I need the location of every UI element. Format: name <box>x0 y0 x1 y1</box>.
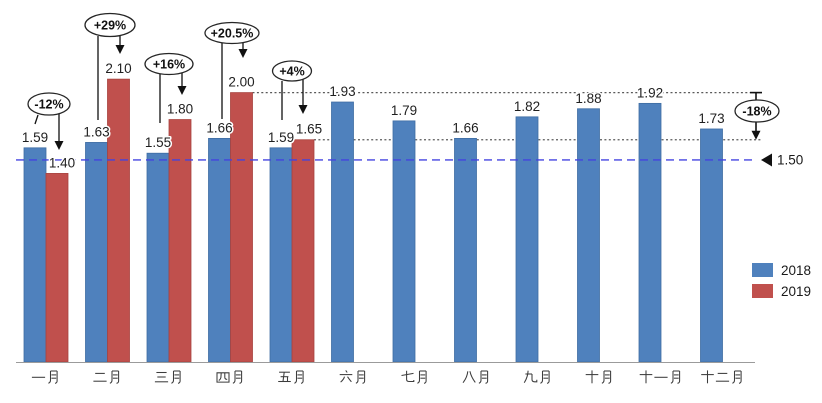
month-label-十一月 <box>639 370 681 384</box>
callout-arrowhead <box>115 45 125 54</box>
bar-2018-一月 <box>23 147 47 363</box>
bar-2018-三月 <box>146 152 170 363</box>
callout-+4%: +4% <box>271 60 313 120</box>
value-label-2018-二月: 1.63 <box>83 124 109 139</box>
callout-label: +4% <box>279 65 304 79</box>
drop-arrowhead <box>751 130 761 140</box>
bar-2018-二月 <box>85 142 108 363</box>
bar-2018-六月 <box>331 101 354 363</box>
callout--18%: -18% <box>734 91 780 140</box>
value-label-2018-十二月: 1.73 <box>698 111 724 126</box>
bar-2018-七月 <box>392 120 416 363</box>
callout-label: -18% <box>742 105 771 119</box>
value-label-2018-五月: 1.59 <box>268 130 294 145</box>
target-line-value-label: 1.50 <box>777 152 803 167</box>
legend-swatch-2019 <box>752 284 773 298</box>
bar-2019-五月 <box>291 139 315 363</box>
callout-arrowhead <box>177 86 187 95</box>
value-label-2018-十月: 1.88 <box>575 91 601 106</box>
legend-item-2019: 2019 <box>752 283 812 299</box>
value-label-2019-三月: 1.80 <box>167 102 193 117</box>
callout-+29%: +29% <box>84 12 136 120</box>
bar-2018-十二月 <box>700 128 723 363</box>
month-label-四月 <box>216 370 243 384</box>
month-label-一月 <box>31 370 58 384</box>
legend-label-2018: 2018 <box>781 262 812 278</box>
callout-+16%: +16% <box>144 52 194 123</box>
value-label-2018-一月: 1.59 <box>22 130 48 145</box>
value-label-2018-八月: 1.66 <box>452 120 478 135</box>
month-label-三月 <box>154 370 181 384</box>
month-label-六月 <box>339 370 366 384</box>
callout-label: +29% <box>94 19 126 33</box>
target-marker-triangle <box>761 153 772 167</box>
value-label-2019-四月: 2.00 <box>228 75 254 90</box>
callout-oval <box>734 99 780 123</box>
month-label-九月 <box>523 370 550 384</box>
callout-oval <box>144 52 194 76</box>
callout-oval <box>204 21 260 45</box>
value-label-2018-九月: 1.82 <box>514 99 540 114</box>
bar-2019-三月 <box>168 119 192 363</box>
legend: 2018 2019 <box>752 262 812 299</box>
callout-arrowhead <box>238 49 248 58</box>
value-label-2019-二月: 2.10 <box>105 61 131 76</box>
value-label-2018-四月: 1.66 <box>206 120 232 135</box>
callout-label: -12% <box>34 98 63 112</box>
value-label-2018-三月: 1.55 <box>145 135 171 150</box>
month-label-十月 <box>585 370 612 384</box>
bar-2018-四月 <box>208 137 231 363</box>
callout-oval <box>27 92 71 116</box>
month-label-八月 <box>462 370 489 384</box>
legend-item-2018: 2018 <box>752 262 812 278</box>
bar-2018-八月 <box>454 137 477 363</box>
callout-label: +20.5% <box>211 27 254 41</box>
callout-+20.5%: +20.5% <box>204 21 260 119</box>
month-label-五月 <box>278 370 304 384</box>
bar-2018-十一月 <box>638 102 662 363</box>
callout-label: +16% <box>153 58 185 72</box>
bar-2018-五月 <box>269 147 293 363</box>
value-label-2019-一月: 1.40 <box>49 155 75 170</box>
callout-arrowhead <box>54 141 64 150</box>
month-label-二月 <box>93 370 120 384</box>
bar-2019-四月 <box>230 92 253 363</box>
callout-oval <box>271 60 313 82</box>
value-label-2018-七月: 1.79 <box>391 103 417 118</box>
callout-oval <box>84 12 136 38</box>
bar-2019-一月 <box>45 173 69 363</box>
bar-2019-二月 <box>107 78 130 363</box>
callout-leader-line <box>34 114 39 125</box>
bar-2018-九月 <box>515 116 539 363</box>
value-label-2019-五月: 1.65 <box>296 122 322 137</box>
legend-swatch-2018 <box>752 263 773 277</box>
month-label-十二月 <box>701 370 742 384</box>
legend-label-2019: 2019 <box>781 283 812 299</box>
bar-2018-十月 <box>577 108 600 363</box>
value-label-2018-六月: 1.93 <box>329 84 355 99</box>
month-label-七月 <box>401 370 427 384</box>
callout--12%: -12% <box>27 92 71 150</box>
value-label-2018-十一月: 1.92 <box>637 85 663 100</box>
callout-arrowhead <box>298 105 308 114</box>
